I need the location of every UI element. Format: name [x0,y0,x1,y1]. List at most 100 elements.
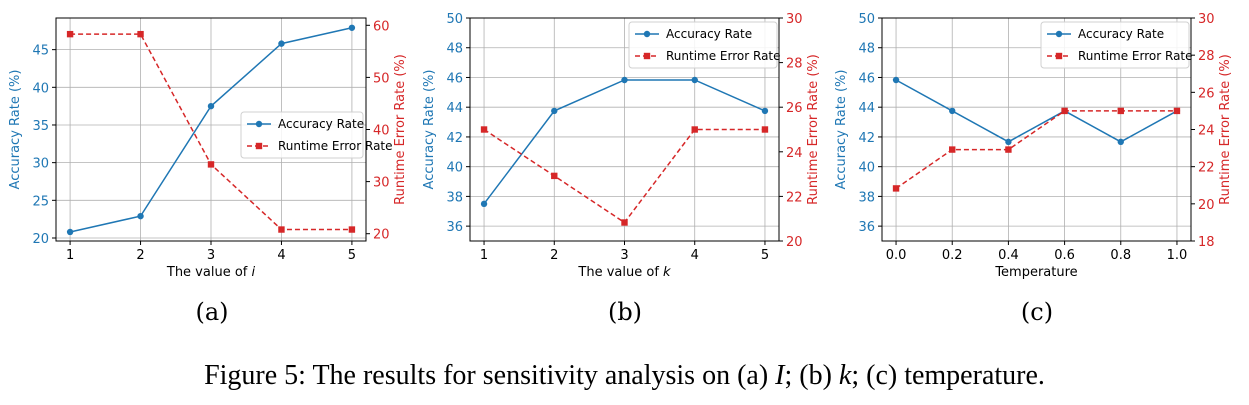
chart-1-left-axis-label: Accuracy Rate (%) [8,70,23,190]
chart-1-right-tick-label: 40 [373,124,390,139]
chart-3-left-axis-label: Accuracy Rate (%) [834,70,849,190]
chart-1-accuracy-point [278,40,285,47]
chart-2-accuracy-point [480,200,488,208]
chart-3-accuracy-point [1005,138,1012,146]
chart-2-legend-swatch-marker [643,30,651,38]
chart-3-error-point [1117,107,1124,115]
chart-3-legend-box [1040,21,1190,69]
chart-3-error-point [949,146,956,153]
chart-2-legend-label: Accuracy Rate [666,27,752,41]
caption-var-i: I [775,360,785,391]
chart-2-left-axis-label: Accuracy Rate (%) [422,70,437,190]
chart-3-x-tick-label: 1.0 [1167,248,1188,263]
chart-3-right-tick-label: 20 [1198,198,1215,213]
chart-3-left-tick-label: 48 [858,42,875,57]
chart-1-legend-swatch-marker [255,142,263,150]
chart-3-legend-swatch-marker [1055,30,1063,38]
chart-2-x-tick-label: 2 [550,248,558,263]
chart-2-plot-frame [469,17,780,242]
chart-3-legend-label: Runtime Error Rate [1078,49,1193,63]
chart-1-x-tick-label: 1 [66,248,74,263]
chart-1-error-point [278,226,285,233]
chart-2-accuracy-point [761,107,769,115]
chart-2-right-tick-label: 20 [786,235,803,250]
panel-label-b: (b) [607,298,643,326]
chart-2-accuracy-point [551,107,558,115]
chart-3-right-tick-label: 26 [1198,86,1215,101]
chart-3-right-tick-label: 28 [1198,49,1215,64]
chart-1-right-tick-label: 60 [373,19,390,34]
chart-3-error-point [892,185,900,192]
chart-1-left-tick-label: 25 [32,194,49,209]
chart-1-error-point [66,30,74,38]
chart-1-x-tick-label: 3 [207,248,215,263]
figure-caption: Figure 5: The results for sensitivity an… [0,360,1249,392]
chart-1-accuracy-point [348,24,356,31]
chart-3-right-tick-label: 30 [1198,12,1215,27]
chart-2-accuracy-point [621,76,628,84]
chart-2-right-axis-label: Runtime Error Rate (%) [806,54,821,205]
chart-3-left-tick-label: 42 [858,131,875,146]
chart-2-legend-box [628,21,778,69]
chart-2-left-tick-label: 36 [446,220,463,235]
chart-2-legend-label: Runtime Error Rate [666,49,781,63]
chart-3-left-tick-label: 44 [858,101,875,116]
chart-3-right-axis-label: Runtime Error Rate (%) [1218,54,1233,205]
chart-3-x-tick-label: 0.2 [942,248,963,263]
chart-2-error-point [691,126,698,133]
chart-1-accuracy-point [207,102,215,110]
chart-2-x-axis-label: The value of k [577,265,671,280]
chart-1-legend-box [240,111,364,159]
chart-2-right-tick-label: 28 [786,57,803,72]
chart-1-error-point [207,161,215,168]
caption-prefix: Figure 5: The results for sensitivity an… [204,360,776,391]
chart-1-left-tick-label: 30 [32,157,49,172]
chart-2-right-tick-label: 22 [786,190,803,205]
chart-2-left-tick-label: 42 [446,131,463,146]
chart-1-left-tick-label: 45 [32,44,49,59]
chart-3-left-tick-label: 36 [858,220,875,235]
chart-2-right-tick-label: 30 [786,12,803,27]
chart-3-accuracy-point [892,76,900,84]
chart-3-legend-label: Accuracy Rate [1078,27,1164,41]
chart-2-right-tick-label: 24 [786,146,803,161]
chart-1-x-tick-label: 4 [277,248,285,263]
chart-3-error-line [895,110,1177,190]
chart-3-x-axis-label: Temperature [994,265,1077,280]
caption-mid1: ; (b) [784,360,839,391]
chart-1-legend-label: Accuracy Rate [278,117,364,131]
chart-1-error-point [348,226,356,233]
chart-2-left-tick-label: 40 [446,161,463,176]
chart-1-left-tick-label: 35 [32,119,49,134]
chart-3-left-tick-label: 38 [858,190,875,205]
chart-3-plot-frame [881,17,1192,242]
chart-2-error-point [761,126,769,133]
chart-1-x-axis-label: The value of i [166,265,256,280]
chart-2-x-tick-label: 1 [480,248,488,263]
chart-2-error-point [551,172,558,180]
chart-1-x-tick-label: 5 [348,248,356,263]
chart-2-legend-swatch-marker [643,52,651,60]
chart-1-x-tick-label: 2 [136,248,144,263]
panel-label-a: (a) [195,298,229,326]
chart-2-error-point [480,126,488,133]
caption-var-k: k [838,360,852,391]
chart-2-x-tick-label: 4 [691,248,699,263]
chart-1-legend-label: Runtime Error Rate [278,139,393,153]
chart-1-x-axis-label-variable: i [252,265,256,280]
chart-3-x-tick-label: 0.8 [1110,248,1131,263]
chart-2-error-point [621,219,628,226]
chart-3-x-tick-label: 0.4 [998,248,1019,263]
chart-1-accuracy-point [66,228,74,236]
chart-2-left-tick-label: 46 [446,71,463,86]
chart-1-left-tick-label: 40 [32,81,49,96]
chart-3-left-tick-label: 46 [858,71,875,86]
chart-1-right-tick-label: 50 [373,71,390,86]
panel-label-c: (c) [1020,298,1054,326]
chart-3-right-tick-label: 24 [1198,124,1215,139]
chart-3-x-tick-label: 0.0 [886,248,907,263]
chart-3-left-tick-label: 50 [858,12,875,27]
chart-3-left-tick-label: 40 [858,161,875,176]
chart-3-right-tick-label: 18 [1198,235,1215,250]
chart-3-error-point [1173,107,1181,115]
